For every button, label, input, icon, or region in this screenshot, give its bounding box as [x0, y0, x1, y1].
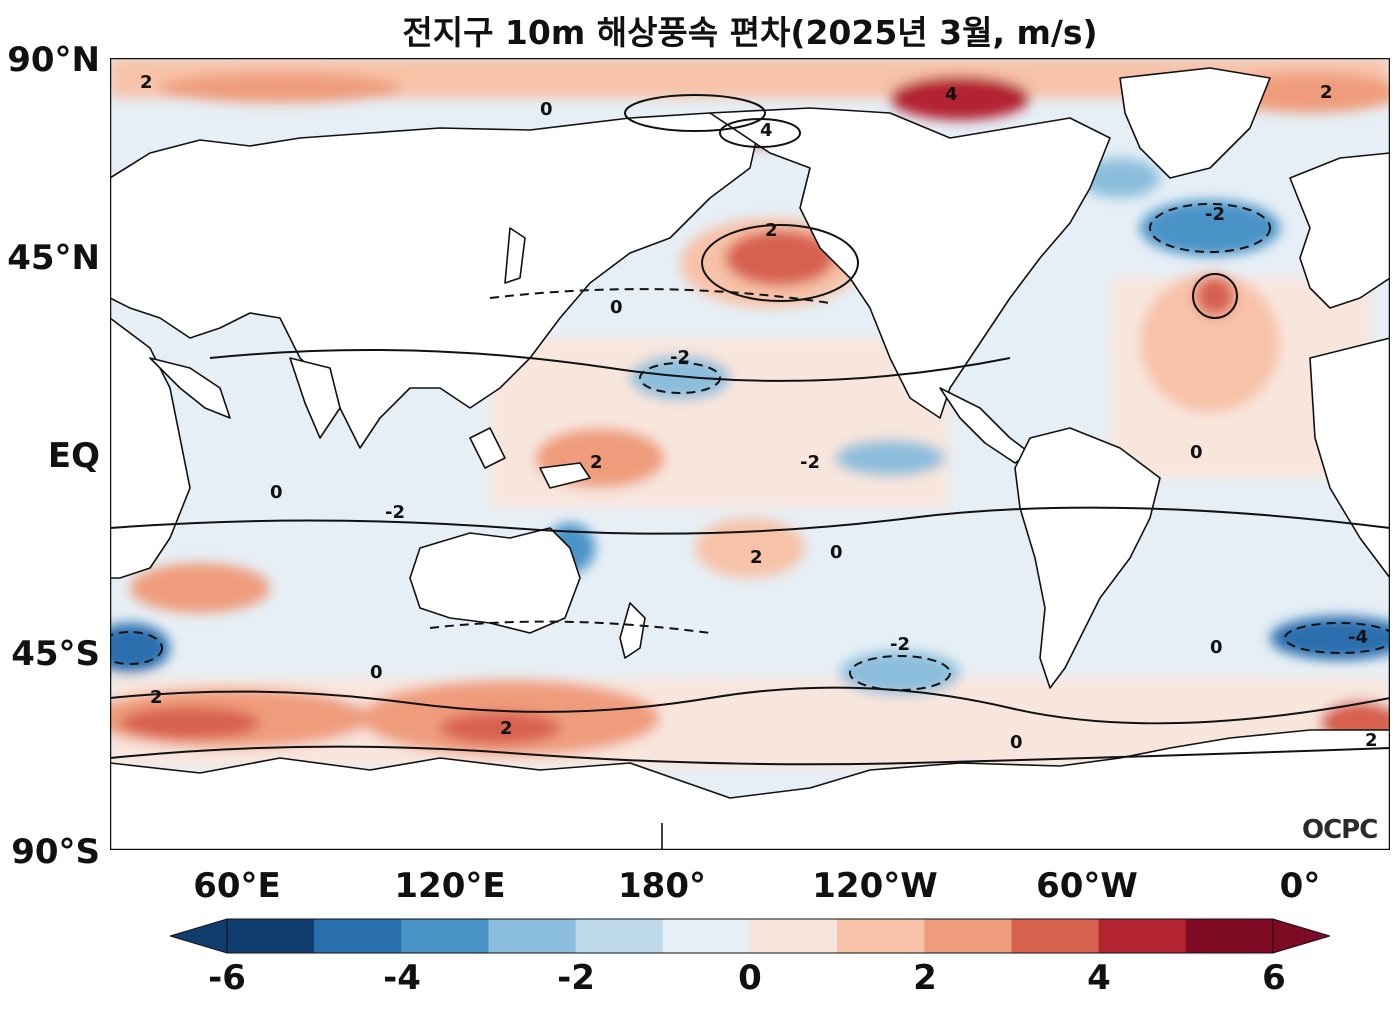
colorbar-segment: [1098, 919, 1187, 953]
lat-label: 45°S: [11, 634, 100, 674]
colorbar-tick-label: -4: [383, 958, 421, 998]
lat-label: 90°N: [7, 40, 100, 80]
svg-text:2: 2: [750, 547, 763, 568]
svg-text:2: 2: [150, 687, 163, 708]
svg-text:4: 4: [945, 84, 958, 105]
svg-text:2: 2: [1365, 730, 1378, 751]
svg-text:2: 2: [590, 452, 603, 473]
chart-title: 전지구 10m 해상풍속 편차(2025년 3월, m/s): [402, 13, 1098, 52]
lat-label: EQ: [47, 436, 100, 476]
colorbar-tick-label: 4: [1087, 958, 1111, 998]
svg-text:0: 0: [540, 99, 553, 120]
colorbar-tick-label: 2: [913, 958, 937, 998]
lon-label: 120°E: [394, 866, 506, 906]
colorbar-segment: [750, 919, 838, 953]
lon-label: 0°: [1279, 866, 1321, 906]
ocpc-logo: OCPC: [1302, 815, 1378, 845]
svg-text:0: 0: [830, 542, 843, 563]
colorbar-segment: [227, 919, 315, 953]
colorbar-segment: [575, 919, 664, 953]
svg-text:2: 2: [765, 220, 778, 241]
colorbar: [170, 918, 1330, 954]
colorbar-segment: [488, 919, 577, 953]
svg-text:2: 2: [140, 72, 153, 93]
colorbar-segment: [662, 919, 751, 953]
lat-label: 90°S: [11, 832, 100, 872]
svg-text:-2: -2: [890, 634, 910, 655]
svg-text:0: 0: [1210, 637, 1223, 658]
svg-text:-4: -4: [1348, 627, 1368, 648]
colorbar-frame: [226, 918, 1274, 954]
svg-text:4: 4: [760, 120, 773, 141]
colorbar-segment: [924, 919, 1012, 953]
svg-text:-2: -2: [1205, 204, 1225, 225]
svg-text:0: 0: [370, 662, 383, 683]
svg-text:-2: -2: [670, 347, 690, 368]
colorbar-tick-label: -2: [557, 958, 595, 998]
colorbar-segment: [1011, 919, 1100, 953]
svg-text:0: 0: [610, 297, 623, 318]
colorbar-segment: [401, 919, 489, 953]
svg-text:0: 0: [1190, 442, 1203, 463]
anomaly-map: 2 4 4 0 -2 -2 2 -2 -2 -4 -2 2 2 2 0 0 0 …: [110, 58, 1390, 850]
lon-label: 120°W: [812, 866, 938, 906]
svg-text:2: 2: [500, 718, 513, 739]
lon-label: 180°: [618, 866, 706, 906]
lon-label: 60°W: [1036, 866, 1138, 906]
colorbar-segment: [837, 919, 925, 953]
lat-label: 45°N: [7, 238, 100, 278]
colorbar-tick-label: -6: [208, 958, 246, 998]
colorbar-segment: [314, 919, 402, 953]
colorbar-extend-min: [170, 918, 228, 954]
colorbar-tick-label: 0: [738, 958, 762, 998]
svg-text:0: 0: [1010, 732, 1023, 753]
colorbar-tick-label: 6: [1262, 958, 1286, 998]
lon-label: 60°E: [193, 866, 281, 906]
svg-text:-2: -2: [385, 502, 405, 523]
svg-text:0: 0: [270, 482, 283, 503]
svg-text:2: 2: [1320, 82, 1333, 103]
svg-text:-2: -2: [800, 452, 820, 473]
colorbar-segment: [1185, 919, 1274, 953]
colorbar-extend-max: [1272, 918, 1330, 954]
